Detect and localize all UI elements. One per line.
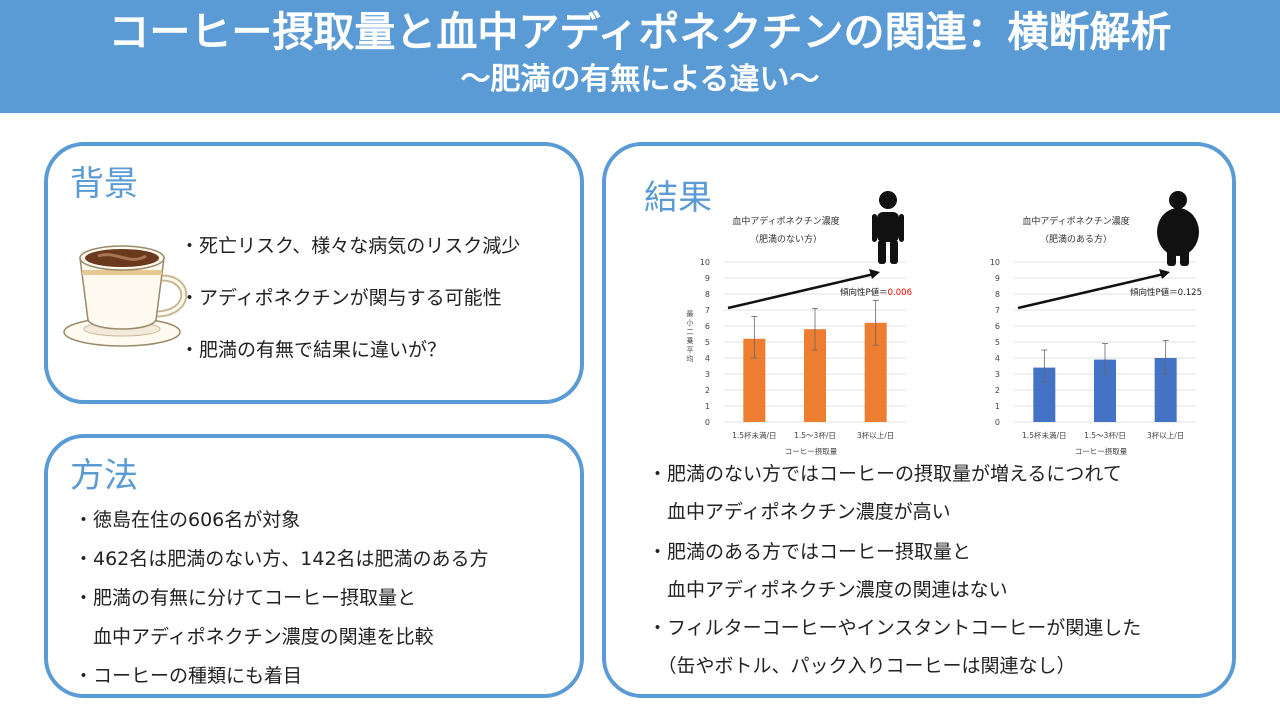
y-tick-label: 5 [995,338,1000,347]
y-axis-label: 最小二乗平均 [687,310,694,363]
methods-bullet: ・コーヒーの種類にも着目 [74,665,303,687]
bar [1154,358,1177,422]
y-tick-label: 2 [995,386,1000,395]
trend-arrow-head [869,269,880,279]
x-axis-label: コーヒー摂取量 [1075,446,1128,456]
chart-non-obese: 血中アディポネクチン濃度 （肥満のない方） 0 1 2 3 4 5 6 7 8 9 10 最小二乗平均 1.… [687,191,912,456]
results-bullet: ・肥満のない方ではコーヒーの摂取量が増えるにつれて [648,463,1122,485]
header-banner: コーヒー摂取量と血中アディポネクチンの関連：横断解析 〜肥満の有無による違い〜 [0,0,1280,113]
x-tick-label: 1.5〜3杯/日 [794,430,836,440]
x-tick-label: 1.5杯未満/日 [1022,430,1066,440]
y-tick-label: 7 [995,306,1000,315]
y-tick-label: 8 [995,290,1000,299]
chart-subtitle: （肥満のない方） [750,233,822,245]
chart-title: 血中アディポネクチン濃度 [1022,215,1129,227]
results-heading: 結果 [644,178,712,218]
slim-person-icon [872,191,904,264]
page-subtitle: 〜肥満の有無による違い〜 [460,62,820,97]
bar [1094,359,1116,422]
p-trend-annotation: 傾向性P値＝0.006 [840,287,912,298]
background-bullet: ・死亡リスク、様々な病気のリスク減少 [180,235,521,257]
y-tick-label: 1 [995,402,1000,411]
trend-arrow [1017,272,1165,310]
y-tick-label: 2 [705,386,710,395]
y-tick-label: 9 [705,274,710,283]
bar [804,329,826,422]
bar [743,338,766,422]
background-panel: 背景 ・死亡リスク、様々な病気のリスク減少 ・アディポネクチンが関与する可能性 … [44,142,584,404]
background-bullet: ・肥満の有無で結果に違いが？ [180,339,447,361]
results-panel: 結果 血中アディポネクチン濃度 （肥満のない方） 0 1 2 3 4 5 6 7 8 9 10 最小二乗平… [602,142,1236,698]
obese-person-icon [1157,191,1199,266]
y-tick-label: 7 [705,306,710,315]
chart-subtitle: （肥満のある方） [1040,233,1112,245]
y-tick-label: 9 [995,274,1000,283]
y-tick-label: 5 [705,338,710,347]
results-bullet: （缶やボトル、パック入りコーヒーは関連なし） [648,655,1076,677]
y-tick-label: 1 [705,402,710,411]
methods-bullet: 血中アディポネクチン濃度の関連を比較 [74,626,434,648]
p-trend-annotation: 傾向性P値＝0.125 [1130,287,1202,298]
results-bullet: 血中アディポネクチン濃度が高い [648,501,951,523]
methods-bullet: ・462名は肥満のない方、142名は肥満のある方 [74,548,489,570]
y-tick-label: 8 [705,290,710,299]
y-tick-label: 6 [705,322,710,331]
x-tick-label: 1.5〜3杯/日 [1084,430,1126,440]
trend-arrow-head [1159,269,1170,279]
background-heading: 背景 [70,164,138,204]
y-tick-label: 3 [995,370,1000,379]
results-bullet: 血中アディポネクチン濃度の関連はない [648,579,1008,601]
y-tick-label: 0 [705,418,710,427]
y-tick-label: 10 [990,258,1000,267]
methods-bullet: ・肥満の有無に分けてコーヒー摂取量と [74,587,417,609]
methods-bullet: ・徳島在住の606名が対象 [74,509,301,531]
chart-obese: 血中アディポネクチン濃度 （肥満のある方） 0 1 2 3 4 5 6 7 8 9 10 1.5杯未満/日… [990,191,1202,456]
y-tick-label: 4 [995,354,1000,363]
y-tick-label: 6 [995,322,1000,331]
results-bullet: ・フィルターコーヒーやインスタントコーヒーが関連した [648,617,1142,639]
y-tick-label: 0 [995,418,1000,427]
chart-title: 血中アディポネクチン濃度 [732,215,839,227]
x-tick-label: 1.5杯未満/日 [732,430,776,440]
background-bullet: ・アディポネクチンが関与する可能性 [180,287,502,309]
x-axis-label: コーヒー摂取量 [785,446,838,456]
bar [1033,367,1056,422]
trend-arrow [727,272,875,310]
results-bullet: ・肥満のある方ではコーヒー摂取量と [648,541,972,563]
x-tick-label: 3杯以上/日 [1147,430,1184,440]
methods-heading: 方法 [70,456,138,496]
methods-panel: 方法 ・徳島在住の606名が対象 ・462名は肥満のない方、142名は肥満のある… [44,434,584,698]
y-tick-label: 3 [705,370,710,379]
y-tick-label: 4 [705,354,710,363]
coffee-cup-icon [63,245,188,347]
page-title: コーヒー摂取量と血中アディポネクチンの関連：横断解析 [108,8,1172,56]
y-tick-label: 10 [700,258,710,267]
x-tick-label: 3杯以上/日 [857,430,894,440]
bar [864,322,887,422]
